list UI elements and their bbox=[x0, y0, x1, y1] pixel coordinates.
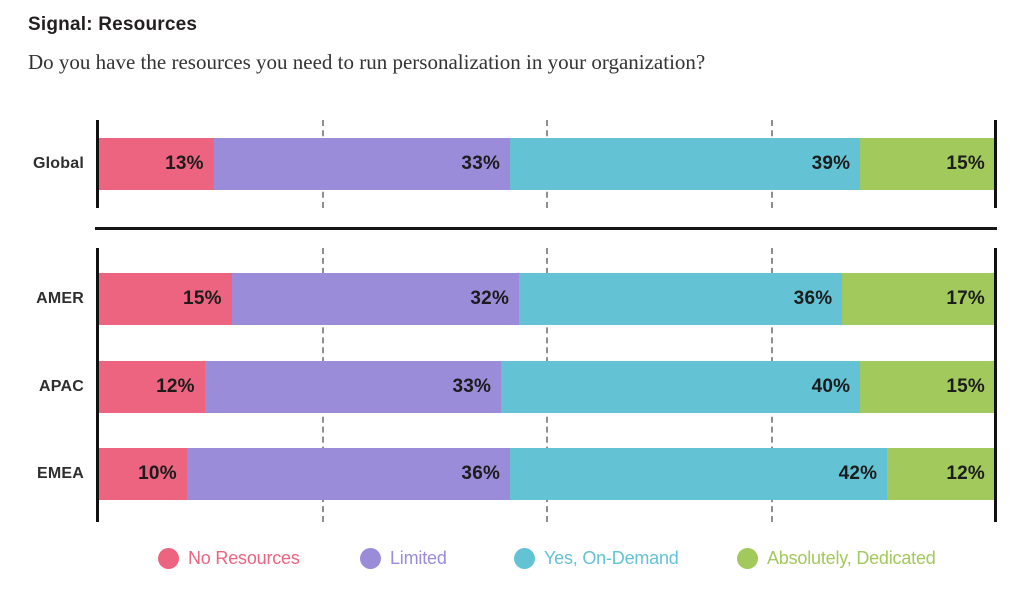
segment-value-label: 13% bbox=[165, 153, 204, 174]
bar-segment-no-resources: 12% bbox=[97, 361, 205, 413]
bar-segment-limited: 32% bbox=[231, 273, 520, 325]
bar-segment-limited: 36% bbox=[186, 448, 511, 500]
segment-value-label: 33% bbox=[452, 376, 492, 397]
segment-value-label: 36% bbox=[461, 463, 501, 484]
bar-segment-limited: 33% bbox=[204, 361, 502, 413]
regions-section: AMER 15% 32% 36% 17% APAC 12% 33% 40% 15% EMEA 10% 3… bbox=[36, 248, 997, 522]
segment-value-label: 12% bbox=[156, 376, 195, 397]
bar-segment-yes-on-demand: 36% bbox=[519, 273, 843, 325]
segment-value-label: 10% bbox=[138, 463, 177, 484]
legend-label: Yes, On-Demand bbox=[544, 547, 679, 568]
global-section: Global 13% 33% 39% 15% bbox=[33, 120, 997, 208]
chart-subtitle: Do you have the resources you need to ru… bbox=[28, 50, 706, 74]
legend-item: No Resources bbox=[158, 544, 300, 572]
bar-segment-yes-on-demand: 42% bbox=[510, 448, 888, 500]
legend-item: Absolutely, Dedicated bbox=[737, 544, 936, 572]
category-label: EMEA bbox=[36, 465, 84, 482]
bar-segment-absolutely-dedicated: 12% bbox=[887, 448, 995, 500]
legend: No Resources Limited Yes, On-Demand Absolut… bbox=[0, 544, 1024, 572]
segment-value-label: 15% bbox=[183, 288, 222, 309]
segment-value-label: 15% bbox=[946, 153, 985, 174]
legend-label: Limited bbox=[390, 547, 447, 568]
bar-segment-absolutely-dedicated: 17% bbox=[842, 273, 995, 325]
bar-segment-yes-on-demand: 40% bbox=[501, 361, 861, 413]
bar-row-global: Global 13% 33% 39% 15% bbox=[33, 138, 995, 190]
legend-label: Absolutely, Dedicated bbox=[767, 547, 936, 568]
bar-segment-limited: 33% bbox=[213, 138, 511, 190]
left-axis-line bbox=[96, 248, 99, 522]
bar-segment-no-resources: 10% bbox=[97, 448, 187, 500]
bar-segment-no-resources: 15% bbox=[97, 273, 232, 325]
bar-row-apac: APAC 12% 33% 40% 15% bbox=[39, 361, 995, 413]
section-separator bbox=[95, 227, 997, 230]
segment-value-label: 12% bbox=[946, 463, 985, 484]
bar-segment-no-resources: 13% bbox=[97, 138, 214, 190]
right-axis-line bbox=[994, 248, 997, 522]
bar-segment-absolutely-dedicated: 15% bbox=[860, 138, 995, 190]
segment-value-label: 33% bbox=[461, 153, 501, 174]
bar-row-amer: AMER 15% 32% 36% 17% bbox=[36, 273, 995, 325]
stacked-bar: 10% 36% 42% 12% bbox=[97, 448, 995, 500]
segment-value-label: 17% bbox=[946, 288, 985, 309]
category-label: Global bbox=[33, 155, 84, 172]
legend-swatch-icon bbox=[158, 547, 179, 569]
stacked-bar: 13% 33% 39% 15% bbox=[97, 138, 995, 190]
page-title: Signal: Resources bbox=[28, 14, 198, 35]
legend-item: Yes, On-Demand bbox=[514, 544, 679, 572]
bar-segment-yes-on-demand: 39% bbox=[510, 138, 861, 190]
segment-value-label: 32% bbox=[470, 288, 510, 309]
category-label: APAC bbox=[39, 378, 84, 395]
bar-row-emea: EMEA 10% 36% 42% 12% bbox=[37, 448, 995, 500]
right-axis-line bbox=[994, 120, 997, 208]
stacked-bar: 15% 32% 36% 17% bbox=[97, 273, 995, 325]
segment-value-label: 36% bbox=[793, 288, 833, 309]
segment-value-label: 42% bbox=[838, 463, 878, 484]
segment-value-label: 40% bbox=[811, 376, 851, 397]
segment-value-label: 39% bbox=[811, 153, 851, 174]
legend-swatch-icon bbox=[360, 547, 381, 569]
category-label: AMER bbox=[36, 290, 84, 307]
left-axis-line bbox=[96, 120, 99, 208]
segment-value-label: 15% bbox=[946, 376, 985, 397]
bar-segment-absolutely-dedicated: 15% bbox=[860, 361, 995, 413]
legend-item: Limited bbox=[360, 544, 447, 572]
legend-swatch-icon bbox=[737, 547, 758, 569]
legend-label: No Resources bbox=[188, 547, 300, 568]
stacked-bar: 12% 33% 40% 15% bbox=[97, 361, 995, 413]
legend-swatch-icon bbox=[514, 547, 535, 569]
